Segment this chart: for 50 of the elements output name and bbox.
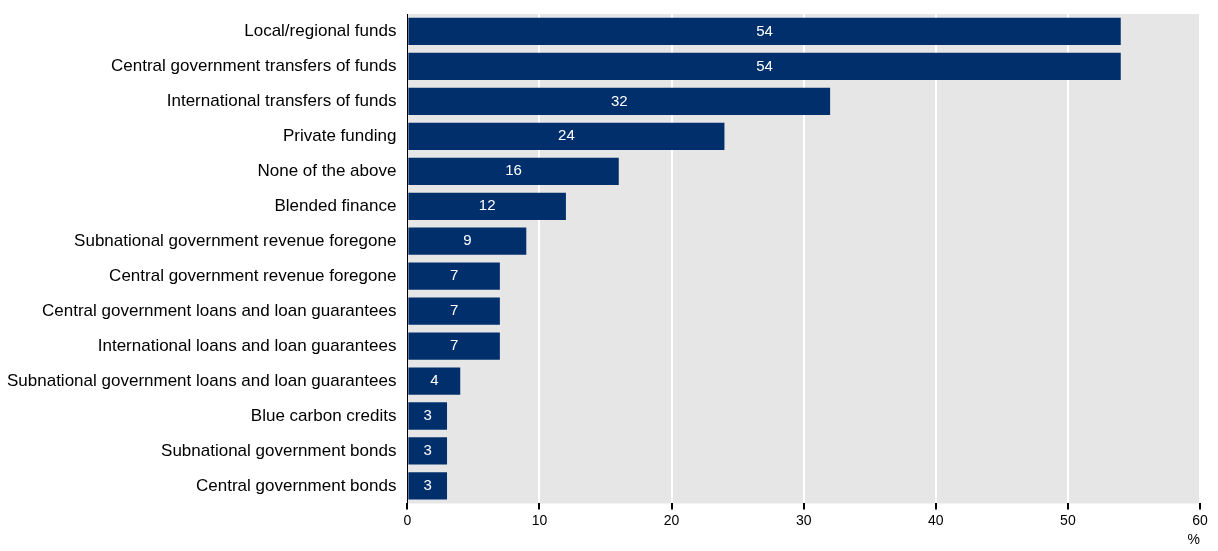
bar (408, 402, 448, 430)
x-tick-label: 50 (1060, 511, 1076, 528)
x-axis-title: % (1187, 531, 1200, 548)
data-label: 3 (423, 406, 432, 424)
x-tick-label: 40 (928, 511, 944, 528)
x-tick-label: 30 (795, 511, 812, 528)
y-tick-label: Central government bonds (196, 475, 397, 495)
data-label: 3 (423, 441, 432, 459)
bar (408, 437, 448, 465)
y-tick-label: International transfers of funds (166, 91, 397, 111)
bar (408, 52, 1121, 81)
data-label: 32 (610, 91, 628, 109)
y-tick-label: Central government loans and loan guarantees (41, 300, 397, 320)
y-tick-label: Blue carbon credits (250, 405, 397, 425)
y-tick-label: International loans and loan guarantees (97, 335, 397, 355)
data-label: 4 (430, 371, 439, 389)
y-tick-label: Subnational government revenue foregone (74, 230, 397, 250)
x-tick-label: 10 (531, 511, 548, 528)
y-tick-label: Blended finance (274, 195, 397, 215)
bar (408, 227, 527, 255)
x-tick-label: 20 (663, 511, 680, 528)
data-label: 7 (449, 336, 459, 354)
y-tick-label: Central government revenue foregone (109, 265, 397, 285)
y-tick-label: None of the above (257, 160, 397, 180)
bar (408, 157, 619, 185)
data-label: 9 (463, 231, 472, 249)
bar (408, 87, 831, 116)
data-label: 3 (423, 476, 432, 494)
y-tick-label: Local/regional funds (244, 21, 397, 41)
data-label: 54 (756, 56, 773, 74)
bar (408, 122, 725, 150)
y-tick-label: Subnational government loans and loan guarantees (6, 370, 397, 390)
y-tick-label: Subnational government bonds (161, 440, 397, 460)
data-label: 16 (505, 161, 522, 179)
bar (408, 262, 500, 290)
data-label: 12 (478, 196, 496, 214)
x-tick-label: 0 (403, 511, 412, 528)
bar (408, 297, 500, 325)
data-label: 7 (449, 266, 459, 284)
bar (408, 367, 461, 395)
y-tick-label: Private funding (282, 126, 397, 146)
data-label: 7 (449, 301, 459, 319)
x-tick-label: 60 (1192, 511, 1208, 528)
bar (408, 192, 566, 220)
y-tick-label: Central government transfers of funds (111, 56, 397, 76)
bar (408, 17, 1121, 46)
bar (408, 332, 500, 360)
bar (408, 472, 448, 500)
data-label: 24 (558, 126, 575, 144)
data-label: 54 (756, 21, 773, 39)
